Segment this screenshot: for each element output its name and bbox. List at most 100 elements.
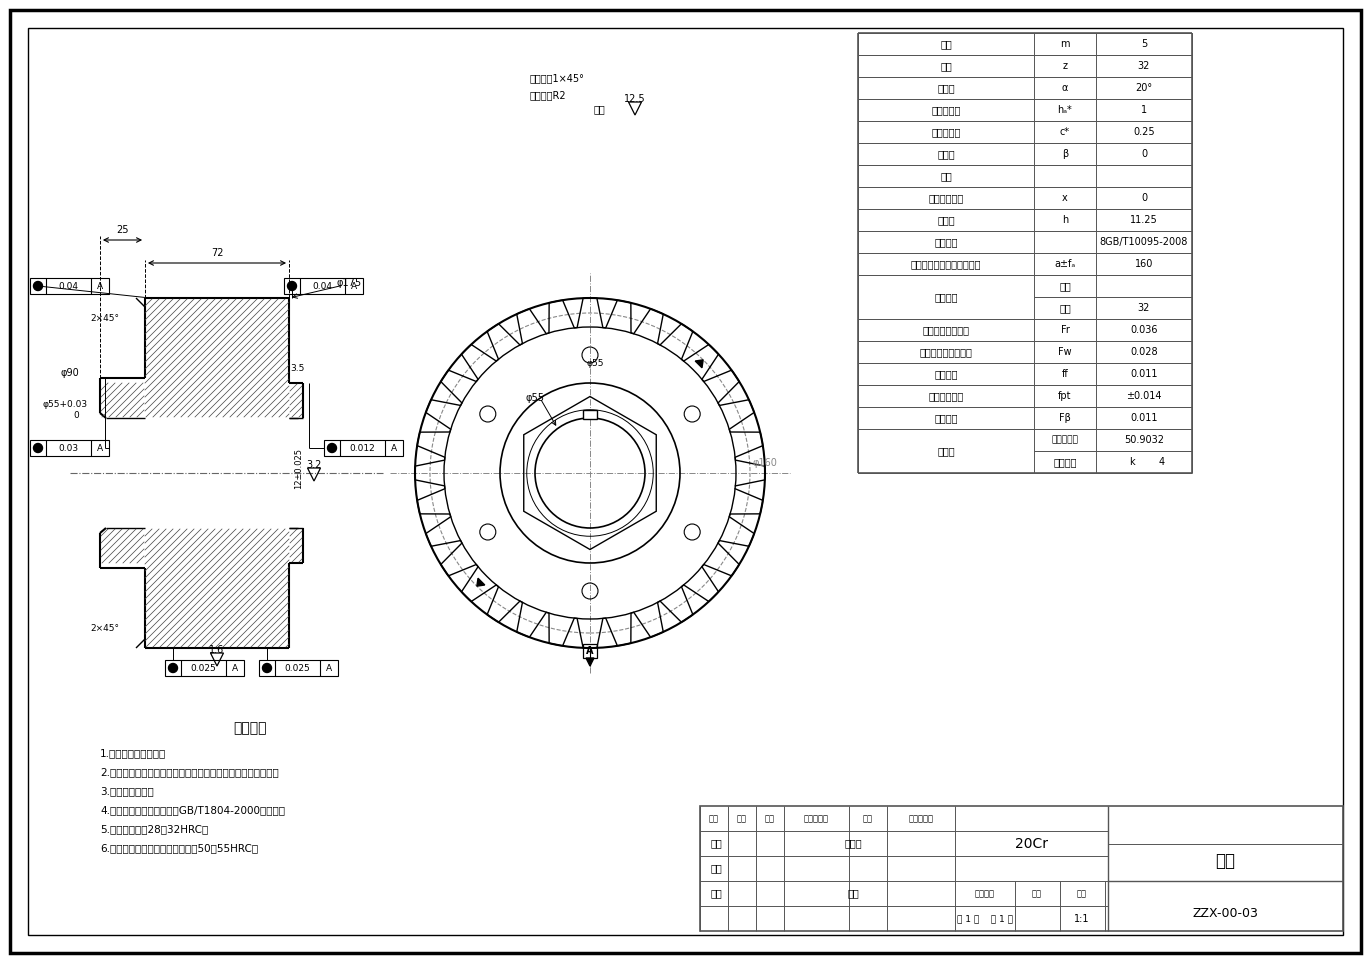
Bar xyxy=(583,644,596,658)
Text: 3.去除毛刺飞边。: 3.去除毛刺飞边。 xyxy=(100,786,154,796)
Text: A: A xyxy=(97,444,103,453)
Bar xyxy=(324,440,403,456)
Text: 0.025: 0.025 xyxy=(191,664,217,672)
Text: 公法线: 公法线 xyxy=(938,446,954,456)
Text: c*: c* xyxy=(1060,127,1069,137)
Text: 32: 32 xyxy=(1138,61,1150,71)
Text: 齿形角: 齿形角 xyxy=(938,83,954,93)
Text: 年、月、日: 年、月、日 xyxy=(909,814,934,823)
Text: φ55: φ55 xyxy=(587,358,603,368)
Text: 比例: 比例 xyxy=(1078,889,1087,898)
Bar xyxy=(284,278,363,294)
Text: 更改文件号: 更改文件号 xyxy=(803,814,829,823)
Text: A: A xyxy=(587,646,594,656)
Polygon shape xyxy=(695,360,703,368)
Text: 工艺: 工艺 xyxy=(710,889,723,898)
Text: fpt: fpt xyxy=(1058,391,1072,401)
Bar xyxy=(30,278,110,294)
Text: 配对齿轮: 配对齿轮 xyxy=(934,292,958,302)
Text: 0.25: 0.25 xyxy=(1134,127,1154,137)
Text: β: β xyxy=(1063,149,1068,159)
Text: 齿顶高系数: 齿顶高系数 xyxy=(931,105,961,115)
Text: 0.03: 0.03 xyxy=(59,444,78,453)
Circle shape xyxy=(262,664,271,672)
Bar xyxy=(259,660,339,676)
Text: 25: 25 xyxy=(117,225,129,235)
Text: 6.零件经淡火处理后，硬度应达到50～55HRC。: 6.零件经淡火处理后，硬度应达到50～55HRC。 xyxy=(100,843,258,853)
Text: 2×45°: 2×45° xyxy=(90,623,119,633)
Bar xyxy=(701,806,1344,931)
Text: h: h xyxy=(1063,215,1068,225)
Text: A: A xyxy=(326,664,332,672)
Text: 齿数: 齿数 xyxy=(941,61,951,71)
Text: 齿轮副中心距及其极限偏差: 齿轮副中心距及其极限偏差 xyxy=(910,259,982,269)
Text: 齿形公差: 齿形公差 xyxy=(934,369,958,379)
Text: 2×45°: 2×45° xyxy=(90,314,119,323)
Text: 8GB/T10095-2008: 8GB/T10095-2008 xyxy=(1100,237,1189,247)
Text: φ160: φ160 xyxy=(753,458,777,468)
Text: 公法线长度变动公差: 公法线长度变动公差 xyxy=(920,347,972,357)
Text: 50.9032: 50.9032 xyxy=(1124,435,1164,445)
Text: 公法线长度: 公法线长度 xyxy=(1052,435,1079,445)
Text: φ55: φ55 xyxy=(525,393,544,403)
Text: 标准化: 标准化 xyxy=(845,839,862,848)
Text: 0.04: 0.04 xyxy=(313,281,333,291)
Text: 72: 72 xyxy=(211,248,223,258)
Text: 图号: 图号 xyxy=(1060,281,1071,291)
Text: 20°: 20° xyxy=(1135,83,1153,93)
Text: 1: 1 xyxy=(1141,105,1148,115)
Bar xyxy=(165,660,244,676)
Text: φ55+0.03
        0: φ55+0.03 0 xyxy=(43,401,88,420)
Text: ff: ff xyxy=(1061,369,1068,379)
Text: 旋向: 旋向 xyxy=(941,171,951,181)
Text: k: k xyxy=(1130,457,1135,467)
Text: 160: 160 xyxy=(1135,259,1153,269)
Text: m: m xyxy=(1060,39,1069,49)
Text: 0.028: 0.028 xyxy=(1130,347,1158,357)
Text: 5: 5 xyxy=(1141,39,1148,49)
Text: 0.012: 0.012 xyxy=(350,444,376,453)
Text: 齿轮: 齿轮 xyxy=(1216,852,1235,870)
Text: 12.5: 12.5 xyxy=(624,94,646,104)
Bar xyxy=(30,440,110,456)
Text: 齿向公差: 齿向公差 xyxy=(934,413,958,423)
Text: 12±0.025: 12±0.025 xyxy=(295,448,303,488)
Circle shape xyxy=(288,281,296,291)
Text: a±fₐ: a±fₐ xyxy=(1054,259,1076,269)
Text: 重量: 重量 xyxy=(1032,889,1042,898)
Circle shape xyxy=(33,281,43,291)
Text: 4.未注线性尺寸公差应符合GB/T1804-2000的要求。: 4.未注线性尺寸公差应符合GB/T1804-2000的要求。 xyxy=(100,805,285,815)
Text: Fr: Fr xyxy=(1061,325,1069,335)
Text: 20Cr: 20Cr xyxy=(1015,837,1049,850)
Text: z: z xyxy=(1063,61,1068,71)
Circle shape xyxy=(33,444,43,453)
Text: 螺旋角: 螺旋角 xyxy=(938,149,954,159)
Text: 其余: 其余 xyxy=(594,104,605,114)
Circle shape xyxy=(328,444,336,453)
Text: 11.25: 11.25 xyxy=(1130,215,1158,225)
Text: α: α xyxy=(1061,83,1068,93)
Text: 齿距极限偏差: 齿距极限偏差 xyxy=(928,391,964,401)
Text: 设计: 设计 xyxy=(710,839,723,848)
Text: 0.025: 0.025 xyxy=(285,664,310,672)
Text: 3.5: 3.5 xyxy=(289,363,304,373)
Text: 5.经调质处理，28～32HRC。: 5.经调质处理，28～32HRC。 xyxy=(100,824,208,834)
Text: hₐ*: hₐ* xyxy=(1057,105,1072,115)
Text: 1.6: 1.6 xyxy=(210,645,225,656)
Text: A: A xyxy=(351,281,356,291)
Text: 0: 0 xyxy=(1141,149,1148,159)
Text: 0.011: 0.011 xyxy=(1130,369,1157,379)
Text: 32: 32 xyxy=(1138,303,1150,313)
Text: 0.011: 0.011 xyxy=(1130,413,1157,423)
Text: 阶段标记: 阶段标记 xyxy=(975,889,995,898)
Text: 未注倒角1×45°: 未注倒角1×45° xyxy=(531,73,585,83)
Text: 模数: 模数 xyxy=(941,39,951,49)
Text: 未注圆角R2: 未注圆角R2 xyxy=(531,90,566,100)
Text: 精度等级: 精度等级 xyxy=(934,237,958,247)
Text: 签名: 签名 xyxy=(862,814,873,823)
Text: 0.036: 0.036 xyxy=(1130,325,1157,335)
Text: 0: 0 xyxy=(1141,193,1148,203)
Bar xyxy=(583,410,596,419)
Text: 处数: 处数 xyxy=(738,814,747,823)
Text: A: A xyxy=(232,664,239,672)
